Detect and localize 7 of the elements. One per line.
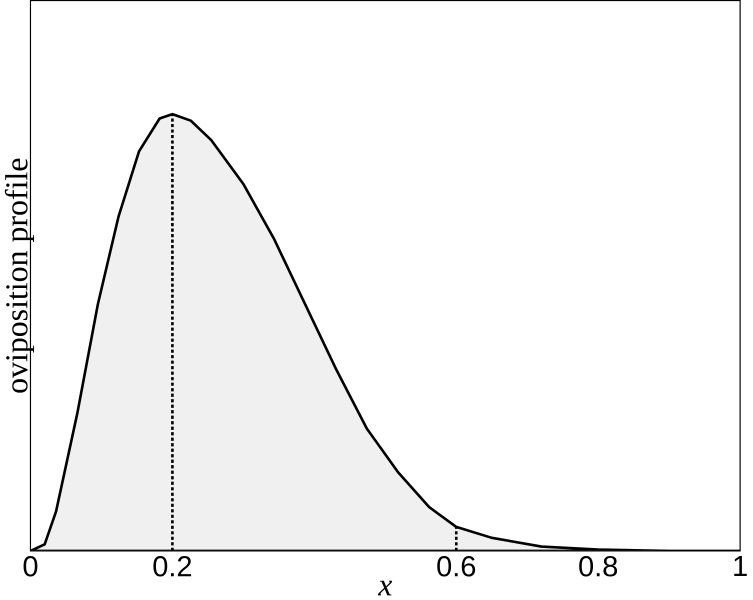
x-tick-label: 1	[734, 556, 747, 576]
x-tick-label: 0.6	[437, 556, 476, 576]
y-axis-title: oviposition profile	[4, 158, 34, 393]
x-tick-label: 0.8	[579, 556, 618, 576]
x-tick-label: 0	[24, 556, 38, 576]
x-tick-label: 0.2	[153, 556, 192, 576]
x-axis-title: x	[378, 580, 392, 596]
